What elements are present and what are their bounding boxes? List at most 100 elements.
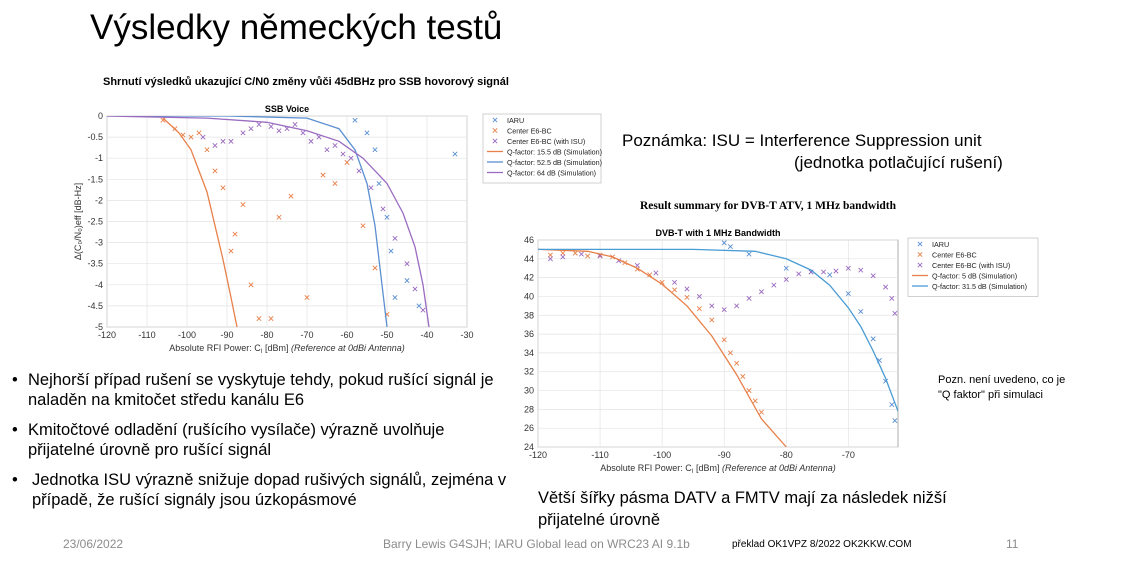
slide-title: Výsledky německých testů [90,8,503,47]
data-point [324,147,330,153]
legend-box [482,113,602,184]
legend-label: IARU [507,116,524,125]
data-point [889,295,895,301]
y-tick-label: -2.5 [87,217,103,227]
data-point [578,251,584,257]
data-point [292,121,298,127]
data-point [746,251,752,257]
q-factor-note-line1: Pozn. není uvedeno, co je [938,374,1066,386]
bullet-text: Jednotka ISU výrazně snižuje dopad rušiv… [32,471,507,509]
footer-author: Barry Lewis G4SJH; IARU Global lead on W… [383,537,690,551]
y-tick-label: -1 [95,153,103,163]
data-point [696,306,702,312]
x-tick-label: -30 [460,330,473,340]
data-point [200,134,206,140]
x-tick-label: -110 [591,450,608,460]
data-point [308,138,314,144]
bullet-list: • Nejhorší případ rušení se vyskytuje teh… [12,370,512,520]
y-tick-label: 24 [524,442,534,452]
data-point [858,267,864,273]
data-point [796,271,802,277]
data-point [240,202,246,208]
data-point [368,185,374,191]
legend-label: Center E6-BC [932,251,977,260]
data-point [256,121,262,127]
data-point [364,130,370,136]
bullet-text: Kmitočtové odladění (rušícího vysílače) … [28,421,445,459]
data-point [212,168,218,174]
data-point [220,138,226,144]
data-point [585,253,591,259]
data-point [758,409,764,415]
x-tick-label: -120 [98,330,116,340]
data-point [560,254,566,260]
data-point [320,172,326,178]
x-tick-label: -100 [178,330,196,340]
y-tick-label: 32 [524,367,534,377]
data-point [684,294,690,300]
data-point [228,138,234,144]
ssb-voice-chart: -120 -110 -100 -90 -80 -70 -60 -50 -40 -30 0 -0.5 -1… [73,104,602,355]
data-point [288,193,294,199]
x-tick-label: -70 [842,450,855,460]
footer-translator: překlad OK1VPZ 8/2022 OK2KKW.COM [732,539,912,550]
y-tick-label: -0.5 [87,132,103,142]
data-point [268,124,274,130]
bullet-marker: • [12,371,18,389]
data-point [734,303,740,309]
chart1-caption: Shrnutí výsledků ukazující C/N0 změny vů… [103,76,509,88]
y-tick-label: 44 [524,254,534,264]
data-point [248,282,254,288]
x-tick-label: -40 [420,330,433,340]
data-point [412,286,418,292]
data-point [727,244,733,250]
data-point [892,310,898,316]
legend-label: Q-factor: 15.5 dB (Simulation) [507,148,602,157]
data-point [344,159,350,165]
data-point [672,287,678,293]
bullet-item: • Nejhorší případ rušení se vyskytuje teh… [12,370,512,410]
bullet-marker: • [12,471,18,489]
y-tick-label: -1.5 [87,174,103,184]
series-line [538,248,898,412]
data-point [348,155,354,161]
legend-swatch [492,138,498,144]
data-point [376,181,382,187]
legend-label: Q-factor: 64 dB (Simulation) [507,169,596,178]
data-point [721,240,727,246]
data-point [858,308,864,315]
data-point [196,130,202,136]
x-tick-label: -120 [529,450,547,460]
footer-date: 23/06/2022 [63,537,124,551]
y-tick-label: 46 [524,235,534,245]
y-tick-label: 30 [524,386,534,396]
chart2-caption: Result summary for DVB-T ATV, 1 MHz band… [640,200,897,212]
series-line [538,248,787,447]
x-tick-label: -90 [220,330,233,340]
y-tick-label: 26 [524,423,534,433]
series-line [107,116,388,327]
y-tick-label: -3.5 [87,259,103,269]
data-point [889,402,895,408]
data-point [870,336,876,342]
bullet-item: • Jednotka ISU výrazně snižuje dopad ruši… [12,470,512,510]
chart-title: SSB Voice [265,104,309,114]
y-tick-label: 34 [524,348,534,358]
data-point [332,181,338,187]
data-point [883,284,889,290]
data-point [300,130,306,136]
y-tick-label: 28 [524,404,534,414]
data-point [388,248,394,254]
data-point [404,278,410,284]
x-tick-label: -80 [260,330,273,340]
y-tick-label: -4.5 [87,301,103,311]
data-point [721,307,727,313]
y-tick-label: 38 [524,310,534,320]
data-point [340,151,346,157]
data-point [276,214,282,220]
data-point [392,235,398,241]
data-point [572,250,578,256]
y-tick-label: -5 [95,322,103,332]
data-point [332,143,338,149]
page-number: 11 [1006,537,1019,551]
